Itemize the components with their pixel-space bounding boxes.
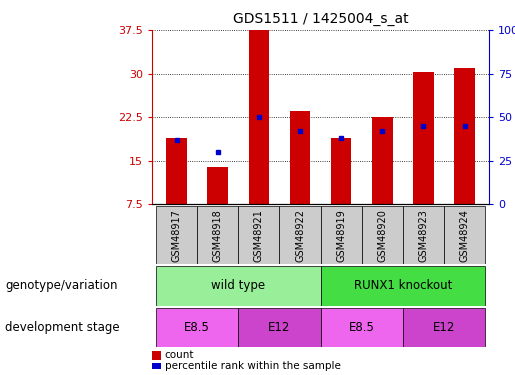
Bar <box>156 206 197 264</box>
Bar <box>320 266 485 306</box>
Text: E12: E12 <box>268 321 290 334</box>
Bar <box>156 266 320 306</box>
Bar <box>454 68 475 204</box>
Text: GSM48922: GSM48922 <box>295 209 305 262</box>
Bar <box>331 138 351 204</box>
Bar <box>444 206 485 264</box>
Text: GSM48919: GSM48919 <box>336 209 346 262</box>
Bar <box>372 117 392 204</box>
Text: RUNX1 knockout: RUNX1 knockout <box>354 279 452 292</box>
Bar <box>320 206 362 264</box>
Text: GSM48918: GSM48918 <box>213 209 223 262</box>
Text: count: count <box>165 351 194 360</box>
Bar <box>290 111 311 204</box>
Bar <box>280 206 320 264</box>
Bar <box>362 206 403 264</box>
Bar <box>403 206 444 264</box>
Title: GDS1511 / 1425004_s_at: GDS1511 / 1425004_s_at <box>233 12 408 26</box>
Text: GSM48921: GSM48921 <box>254 209 264 262</box>
Bar <box>320 308 403 347</box>
Text: genotype/variation: genotype/variation <box>5 279 117 292</box>
Bar <box>238 308 320 347</box>
Text: percentile rank within the sample: percentile rank within the sample <box>165 361 341 371</box>
Bar <box>249 30 269 204</box>
Text: E8.5: E8.5 <box>184 321 210 334</box>
Text: GSM48924: GSM48924 <box>459 209 470 262</box>
Bar <box>208 166 228 204</box>
Bar <box>413 72 434 204</box>
Bar <box>403 308 485 347</box>
Text: E8.5: E8.5 <box>349 321 374 334</box>
Text: GSM48920: GSM48920 <box>377 209 387 262</box>
Text: development stage: development stage <box>5 321 120 334</box>
Text: wild type: wild type <box>211 279 265 292</box>
Text: GSM48923: GSM48923 <box>418 209 428 262</box>
Text: E12: E12 <box>433 321 455 334</box>
Text: GSM48917: GSM48917 <box>171 209 182 262</box>
Bar <box>156 308 238 347</box>
Bar <box>197 206 238 264</box>
Bar <box>238 206 280 264</box>
Bar <box>166 138 187 204</box>
